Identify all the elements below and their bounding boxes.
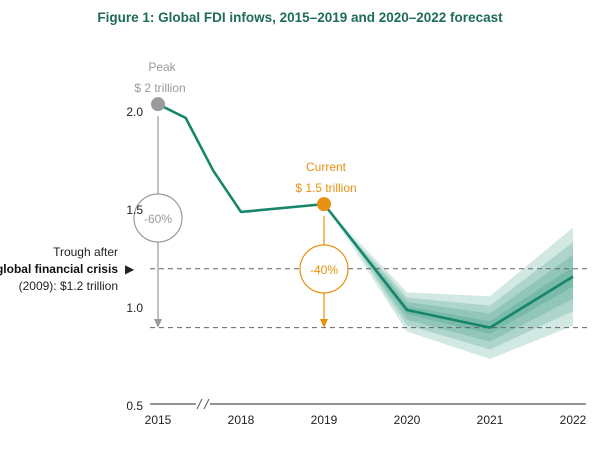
peak-label-line1: Peak — [148, 60, 176, 74]
peak-change-label: -60% — [144, 212, 172, 226]
y-tick-label: 2.0 — [126, 105, 143, 119]
current-label-line2: $ 1.5 trillion — [295, 181, 356, 195]
x-tick-label: 2018 — [228, 413, 255, 427]
axis-break-mark — [196, 398, 203, 410]
forecast-band — [324, 204, 573, 359]
series-line — [157, 102, 574, 329]
x-tick-label: 2019 — [311, 413, 338, 427]
peak-change-circle — [133, 193, 183, 243]
x-tick-label: 2022 — [560, 413, 587, 427]
y-tick-label: 1.0 — [126, 301, 143, 315]
chart-title: Figure 1: Global FDI infows, 2015–2019 a… — [97, 10, 503, 25]
trough-marker-icon: ▶ — [125, 262, 135, 276]
reference-lines — [150, 268, 588, 329]
forecast-band-layer — [324, 204, 573, 342]
peak-arrowhead — [154, 319, 162, 328]
x-tick-label: 2015 — [145, 413, 172, 427]
current-change-label: -40% — [310, 263, 338, 277]
current-arrowhead — [320, 319, 328, 328]
annotations: Peak $ 2 trillion Current $ 1.5 trillion Tro… — [0, 60, 357, 293]
x-tick-label: 2021 — [477, 413, 504, 427]
axis-break-gap — [196, 398, 210, 410]
axis-break-mark — [203, 398, 210, 410]
trough-label-line3: (2009): $1.2 trillion — [19, 279, 118, 293]
y-tick-label: 0.5 — [126, 399, 143, 413]
current-change-circle — [299, 244, 349, 294]
x-tick-label: 2020 — [394, 413, 421, 427]
current-marker — [317, 197, 331, 212]
change-arrows: -60% -40% — [133, 116, 349, 328]
current-label-line1: Current — [306, 160, 347, 174]
trough-label-line2: global financial crisis — [0, 262, 118, 276]
peak-marker — [151, 97, 165, 112]
axes: 2015 2018 2019 2020 2021 2022 0.5 1.0 1.5 2.0 — [126, 105, 586, 427]
y-tick-label: 1.5 — [126, 203, 143, 217]
peak-label-line2: $ 2 trillion — [134, 81, 185, 95]
trough-label-line1: Trough after — [53, 245, 118, 259]
